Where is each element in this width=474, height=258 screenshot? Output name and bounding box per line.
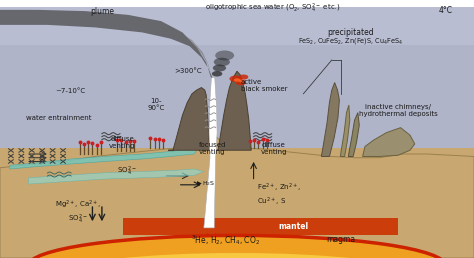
Circle shape [215,51,234,60]
Bar [0,148,474,258]
Text: plume: plume [90,7,114,16]
Polygon shape [123,218,398,236]
Circle shape [239,75,248,79]
Text: precipitated: precipitated [328,28,374,37]
Circle shape [214,58,230,66]
Text: Fe$^{2+}$, Zn$^{2+}$,
Cu$^{2+}$, S: Fe$^{2+}$, Zn$^{2+}$, Cu$^{2+}$, S [257,182,301,208]
Polygon shape [0,133,474,258]
Text: mantel: mantel [279,222,309,231]
Text: water entrainment: water entrainment [26,115,91,121]
Polygon shape [168,87,210,150]
Circle shape [236,80,246,85]
Text: ~7-10°C: ~7-10°C [55,88,85,94]
Text: Mg$^{2+}$, Ca$^{2+}$,
SO$_4^{2-}$: Mg$^{2+}$, Ca$^{2+}$, SO$_4^{2-}$ [55,198,101,226]
Text: inactive chimneys/
hydrothermal deposits: inactive chimneys/ hydrothermal deposits [359,104,438,117]
Polygon shape [204,77,217,228]
Circle shape [229,76,242,82]
Text: focused
venting: focused venting [199,142,226,155]
Text: $\blacktriangleright$H$_2$S: $\blacktriangleright$H$_2$S [195,179,216,188]
Circle shape [239,79,245,83]
Polygon shape [215,71,251,150]
Polygon shape [363,128,415,157]
Text: >300°C: >300°C [174,68,201,74]
Text: diffuse
venting: diffuse venting [261,142,287,155]
Polygon shape [321,83,339,157]
Text: 4°C: 4°C [438,6,453,15]
Text: active
black smoker: active black smoker [241,79,287,92]
Polygon shape [340,105,350,157]
Text: diffuse
venting: diffuse venting [109,136,136,149]
Ellipse shape [28,236,446,258]
Circle shape [212,71,222,77]
Polygon shape [9,147,199,169]
Ellipse shape [66,253,408,258]
Circle shape [234,78,240,82]
Polygon shape [0,7,474,153]
Text: FeS$_2$, CuFeS$_2$, Zn(Fe)S, Cu$_4$FeS$_4$: FeS$_2$, CuFeS$_2$, Zn(Fe)S, Cu$_4$FeS$_… [298,36,403,46]
Polygon shape [28,169,204,184]
Bar [0,7,474,45]
Polygon shape [57,14,212,77]
Circle shape [213,64,226,71]
Text: SO$_4^{2-}$: SO$_4^{2-}$ [117,165,137,178]
Text: $^3$He, H$_2$, CH$_4$, CO$_2$: $^3$He, H$_2$, CH$_4$, CO$_2$ [191,233,260,247]
Text: 10-
90°C: 10- 90°C [148,98,165,111]
Polygon shape [0,10,212,77]
Text: oligotrophic sea water (O$_2$, SO$_4^{2-}$ etc.): oligotrophic sea water (O$_2$, SO$_4^{2-… [205,2,340,15]
Text: magma: magma [327,235,356,244]
Polygon shape [348,113,359,157]
